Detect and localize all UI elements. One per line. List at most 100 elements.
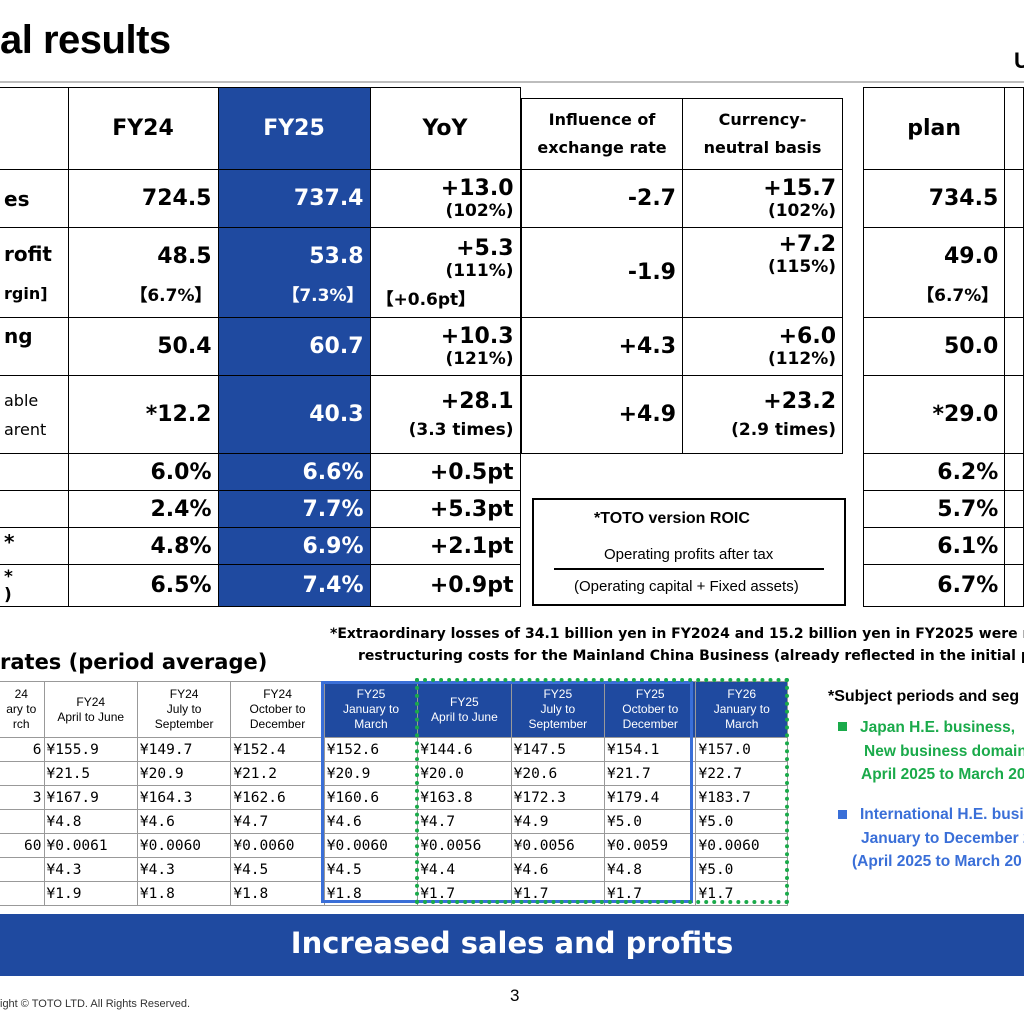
rate-value: ¥22.7: [695, 761, 788, 786]
rate-value: ¥5.0: [695, 809, 788, 834]
rate-value: ¥152.6: [323, 737, 419, 762]
rates-header-l3: March: [725, 717, 759, 731]
influence-value: -1.9: [521, 227, 683, 318]
japan-segment-line3: April 2025 to March 20: [861, 766, 1024, 783]
rate-value: ¥0.0056: [417, 833, 512, 858]
cn-cell: +15.7 (102%): [682, 169, 843, 228]
plan-value: 6.1%: [862, 527, 1006, 565]
rate-value: ¥20.9: [323, 761, 419, 786]
roic-definition-box: *TOTO version ROIC Operating profits aft…: [532, 498, 846, 606]
rates-row: ¥4.3 ¥4.3 ¥4.5 ¥4.5 ¥4.4 ¥4.6 ¥4.8 ¥5.0: [0, 857, 788, 882]
fy25-value: 6.6%: [217, 453, 371, 491]
rate-value: ¥4.5: [323, 857, 419, 882]
cn-cell: +7.2 (115%): [682, 227, 843, 318]
rates-row: 6 ¥155.9 ¥149.7 ¥152.4 ¥152.6 ¥144.6 ¥147.5 ¥15…: [0, 737, 788, 762]
yoy-cell: +13.0 (102%): [369, 169, 521, 228]
plan-value: *29.0: [862, 375, 1006, 454]
rate-value: [0, 761, 45, 786]
rates-header-l3: December: [249, 717, 306, 731]
rates-header-l1: FY25: [450, 694, 479, 709]
cn-value: +15.7: [763, 176, 836, 201]
rates-header-l2: July to: [166, 702, 202, 716]
rates-column-header: FY25 April to June: [417, 681, 512, 738]
rate-value: ¥21.5: [43, 761, 138, 786]
conclusion-banner: Increased sales and profits: [0, 914, 1024, 976]
yoy-cell: +5.3 (111%) 【+0.6pt】: [369, 227, 521, 318]
header-influence: Influence of exchange rate: [521, 98, 683, 170]
rate-value: ¥1.8: [230, 881, 325, 906]
plan-next-cell: [1004, 227, 1024, 318]
rates-header-l2: October to: [249, 702, 306, 716]
rate-value: ¥147.5: [510, 737, 606, 762]
rate-value: ¥0.0060: [230, 833, 325, 858]
row-label: able arent: [0, 375, 69, 454]
influence-value: +4.3: [521, 317, 683, 376]
plan-cell: 49.0 【6.7%】: [862, 227, 1006, 318]
fy24-value: 6.0%: [67, 453, 219, 491]
fy25-value: 6.9%: [217, 527, 371, 565]
rates-header-l2: April to June: [57, 709, 125, 724]
rate-value: ¥21.2: [230, 761, 325, 786]
rate-value: ¥1.8: [136, 881, 232, 906]
plan-value: 6.7%: [862, 564, 1006, 607]
fy25-value: 7.4%: [217, 564, 371, 607]
row-label-header: [0, 87, 69, 170]
rates-column-header: FY24 July to September: [136, 681, 232, 738]
rate-value: [0, 809, 45, 834]
yoy-sub: (102%): [445, 201, 514, 221]
plan-next-cell: [1004, 527, 1024, 565]
rates-body: 6 ¥155.9 ¥149.7 ¥152.4 ¥152.6 ¥144.6 ¥147.5 ¥15…: [0, 737, 788, 906]
rate-value: ¥4.6: [136, 809, 232, 834]
yoy-value: +0.5pt: [369, 453, 521, 491]
rates-header-l1: FY24: [263, 687, 292, 701]
rate-value: ¥154.1: [604, 737, 697, 762]
rates-column-header: 24 ary to rch: [0, 681, 45, 738]
rate-value: ¥20.9: [136, 761, 232, 786]
yoy-sub: (3.3 times): [408, 420, 514, 440]
header-fy25: FY25: [217, 87, 371, 170]
fy24-margin: 【6.7%】: [130, 285, 212, 306]
japan-segment-line2: New business domain: [864, 743, 1024, 760]
intl-segment-line2: January to December 2: [861, 830, 1024, 847]
plan-value: 5.7%: [862, 490, 1006, 528]
rate-value: ¥162.6: [230, 785, 325, 810]
financial-results-table: FY24 FY25 YoY es 724.5 737.4 +13.0 (102%)…: [0, 87, 521, 607]
plan-next-cell: [1004, 169, 1024, 228]
subject-period-dotted-frame: [415, 678, 789, 904]
rates-header-l3: rch: [12, 717, 30, 731]
yoy-cell: +10.3 (121%): [369, 317, 521, 376]
rate-value: ¥4.6: [323, 809, 419, 834]
rates-header-l2: October to: [622, 702, 679, 716]
fy24-value: 2.4%: [67, 490, 219, 528]
rate-value: ¥4.3: [43, 857, 138, 882]
plan-next-cell: [1004, 564, 1024, 607]
rate-value: ¥164.3: [136, 785, 232, 810]
header-currency-neutral: Currency-neutral basis: [682, 98, 843, 170]
rates-header-l1: FY24: [169, 687, 199, 701]
cn-sub: (112%): [767, 349, 836, 369]
rate-value: ¥167.9: [43, 785, 138, 810]
yoy-sub: (111%): [445, 260, 514, 281]
rates-header-l2: ary to: [6, 702, 37, 716]
yoy-sub: (121%): [445, 349, 514, 369]
rate-value: 60: [0, 833, 45, 858]
rate-value: ¥160.6: [323, 785, 419, 810]
row-label: rofit rgin]: [0, 227, 69, 318]
header-fy24: FY24: [67, 87, 219, 170]
rates-header-l3: September: [528, 717, 588, 731]
rates-header-l1: FY25: [543, 687, 573, 701]
influence-value: -2.7: [521, 169, 683, 228]
fraction-line: [554, 568, 824, 570]
rates-header-l2: January to: [713, 702, 770, 716]
rate-value: ¥155.9: [43, 737, 138, 762]
cn-sub: (102%): [767, 201, 836, 221]
plan-margin: 【6.7%】: [917, 285, 999, 306]
yoy-value: +5.3pt: [369, 490, 521, 528]
exchange-rates-table: 24 ary to rch FY24 April to June FY24 July to S…: [0, 681, 788, 906]
fy24-value: 724.5: [67, 169, 219, 228]
fy24-value: 6.5%: [67, 564, 219, 607]
plan-next-cell: [1004, 453, 1024, 491]
header-plan: plan: [862, 87, 1006, 170]
rates-column-header: FY26 January to March: [695, 681, 788, 738]
rates-header-l1: FY25: [356, 687, 386, 701]
